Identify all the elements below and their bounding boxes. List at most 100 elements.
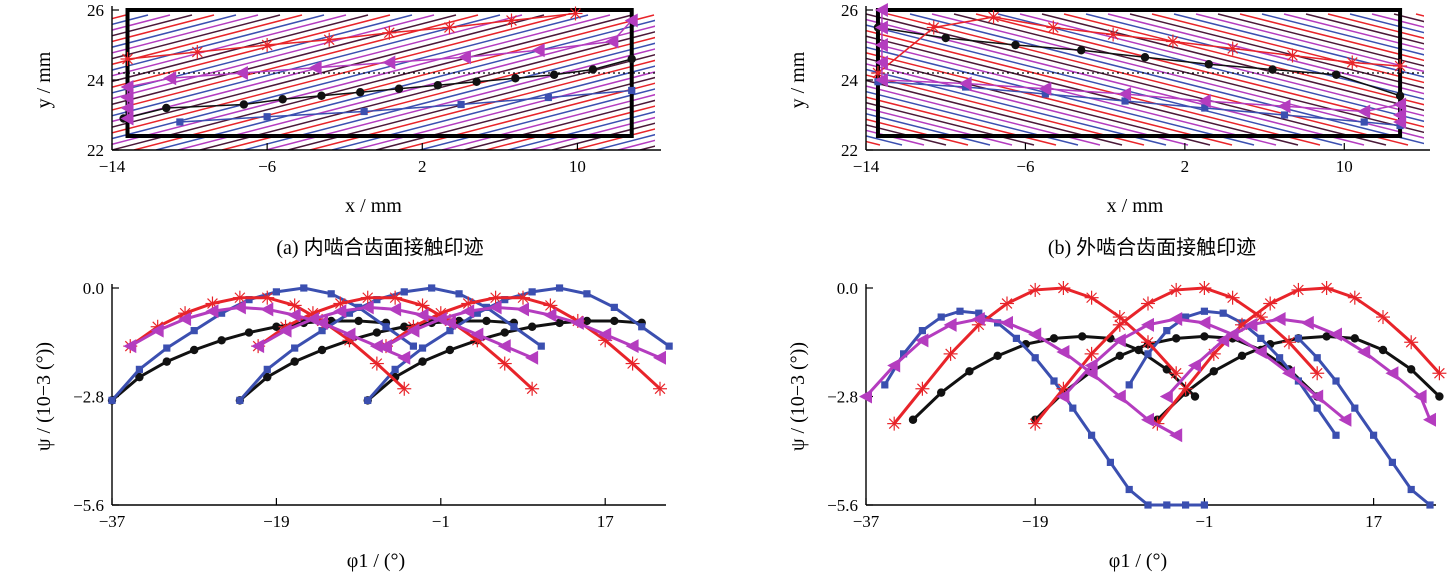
square-marker — [272, 288, 280, 296]
square-marker — [610, 303, 618, 311]
y-tick-label: 24 — [841, 71, 859, 90]
square-marker — [1313, 354, 1321, 362]
triangle-marker — [1141, 317, 1154, 332]
circle-marker — [1350, 334, 1360, 343]
contact-line — [112, 14, 281, 60]
circle-marker — [1140, 53, 1150, 62]
asterisk-marker — [1349, 292, 1361, 304]
contact-line — [997, 13, 1424, 123]
triangle-marker — [1423, 412, 1436, 427]
square-marker — [263, 365, 271, 373]
blue-series-line — [179, 89, 632, 123]
contact-line — [975, 13, 1424, 128]
red-series-line — [1156, 286, 1441, 425]
square-marker — [1069, 404, 1077, 412]
x-tick-label: 2 — [1181, 157, 1190, 176]
circle-marker — [1200, 332, 1209, 341]
y-axis-label: ψ / (10−3 (°)) — [33, 342, 55, 451]
triangle-marker — [1272, 312, 1286, 326]
square-marker — [1257, 334, 1265, 342]
contact-line — [112, 14, 127, 20]
triangle-marker — [1277, 99, 1291, 114]
triangle-marker — [859, 389, 872, 404]
contact-line — [1019, 13, 1424, 117]
contact-line — [485, 105, 655, 150]
x-tick-label: −14 — [99, 157, 126, 176]
x-tick-label: −6 — [1016, 157, 1034, 176]
circle-marker — [445, 345, 455, 355]
circle-marker — [239, 100, 249, 109]
triangle-marker — [1216, 333, 1230, 348]
square-marker — [300, 284, 308, 292]
contact-line — [1195, 13, 1424, 73]
asterisk-marker — [323, 34, 335, 46]
contact-line — [1327, 13, 1424, 39]
contact-line — [866, 35, 1299, 146]
circle-marker — [555, 318, 564, 328]
triangle-marker — [497, 339, 511, 354]
triangle-marker — [1112, 389, 1126, 404]
contact-line — [551, 122, 655, 150]
triangle-marker — [1393, 97, 1407, 112]
square-marker — [555, 284, 564, 292]
asterisk-marker — [627, 358, 638, 369]
triangle-marker — [1084, 358, 1098, 373]
triangle-marker — [1253, 344, 1267, 359]
square-marker — [1144, 501, 1152, 509]
triangle-marker — [605, 34, 619, 49]
triangle-marker — [205, 304, 219, 319]
contact-line — [1102, 15, 1449, 150]
asterisk-marker — [1142, 298, 1154, 309]
x-tick-label: −19 — [263, 512, 290, 531]
square-marker — [1031, 354, 1039, 362]
triangle-marker — [406, 323, 420, 338]
triangle-marker — [342, 327, 356, 342]
square-marker — [1360, 118, 1368, 126]
asterisk-marker — [1236, 319, 1248, 331]
contact-line — [1107, 13, 1424, 95]
triangle-marker — [461, 304, 475, 319]
blue-series-line — [366, 286, 670, 402]
x-axis-label: x / mm — [1107, 195, 1164, 217]
circle-marker — [400, 322, 409, 331]
circle-marker — [135, 372, 144, 382]
caption-a: (a) 内啮合齿面接触印迹 — [276, 236, 483, 259]
chart-panel-a-transmission-error: −37 −19 −1 17 −5.6 −2.8 0.0 φ1 / (°) ψ / (10−3 (… — [33, 279, 673, 572]
asterisk-marker — [526, 383, 538, 395]
square-marker — [1351, 404, 1359, 412]
triangle-marker — [1118, 87, 1132, 101]
triangle-marker — [1028, 327, 1042, 342]
contact-line — [112, 14, 259, 54]
triangle-marker — [958, 76, 972, 91]
square-marker — [473, 309, 481, 317]
x-tick-label: −19 — [1022, 512, 1049, 531]
x-axis-label: x / mm — [345, 195, 402, 217]
triangle-marker — [120, 90, 134, 105]
circle-marker — [1204, 60, 1213, 69]
contact-line — [0, 15, 16, 150]
asterisk-marker — [570, 8, 581, 19]
contact-line — [866, 135, 903, 146]
triangle-marker — [570, 315, 584, 330]
contact-line — [112, 14, 633, 150]
asterisk-marker — [1180, 383, 1191, 395]
square-marker — [975, 309, 983, 317]
circle-marker — [356, 88, 365, 97]
circle-marker — [1268, 65, 1277, 74]
triangle-marker — [457, 50, 471, 65]
square-marker — [528, 288, 536, 296]
triangle-marker — [251, 339, 265, 354]
square-marker — [163, 344, 171, 352]
triangle-marker — [397, 350, 411, 365]
contact-line — [250, 14, 770, 145]
square-marker — [1125, 485, 1133, 494]
triangle-marker — [531, 43, 545, 58]
contact-line — [112, 14, 523, 123]
triangle-marker — [1244, 317, 1258, 332]
asterisk-marker — [191, 46, 203, 58]
square-marker — [327, 290, 335, 298]
square-marker — [1294, 334, 1302, 342]
y-tick-label: −2.8 — [827, 388, 858, 407]
contact-line — [866, 118, 969, 146]
circle-marker — [1237, 351, 1247, 361]
